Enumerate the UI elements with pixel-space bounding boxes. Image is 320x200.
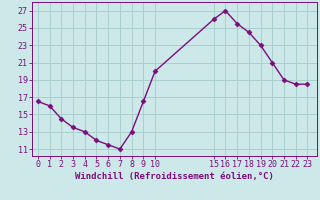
X-axis label: Windchill (Refroidissement éolien,°C): Windchill (Refroidissement éolien,°C) [75, 172, 274, 181]
